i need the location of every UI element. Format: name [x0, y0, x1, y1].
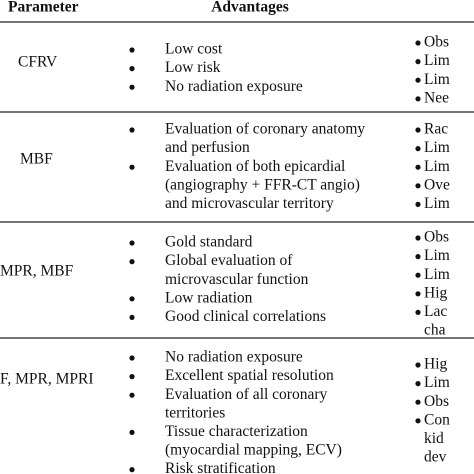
parameter-cell: CFRV — [18, 54, 58, 71]
bullet — [129, 429, 135, 435]
list-item-text: Lim — [424, 247, 450, 264]
list-item-text: Nee — [424, 89, 449, 106]
list-item-text: Low cost — [165, 41, 223, 58]
bullet — [415, 59, 421, 65]
header-cell: Advantages — [211, 0, 289, 16]
list-item-text: Lim — [424, 139, 450, 156]
bullet — [129, 127, 135, 133]
bullet — [129, 84, 135, 90]
bullet — [129, 467, 135, 473]
list-item-text: (myocardial mapping, ECV) — [165, 442, 342, 459]
bullet — [129, 314, 135, 320]
bullet — [415, 272, 421, 278]
list-item-text: Lim — [424, 71, 450, 88]
list-item-text: Obs — [424, 34, 449, 51]
list-item-text: Hig — [424, 284, 448, 301]
list-item-text: Lim — [424, 266, 450, 283]
bullet — [415, 164, 421, 170]
bullet — [129, 164, 135, 170]
list-item-text: Lim — [424, 195, 450, 212]
list-item-text: Lim — [424, 158, 450, 175]
bullet — [129, 47, 135, 53]
bullet — [415, 254, 421, 260]
bullet — [129, 240, 135, 246]
bullet — [415, 96, 421, 102]
bullet — [415, 362, 421, 368]
bullet — [415, 381, 421, 387]
bullet — [415, 201, 421, 207]
bullet — [415, 40, 421, 46]
list-item-text: Con — [424, 411, 450, 428]
list-item-text: kid — [424, 430, 444, 447]
list-item-text: No radiation exposure — [165, 349, 303, 366]
list-item-text: Tissue characterization — [165, 423, 308, 440]
list-item-text: Global evaluation of — [165, 252, 293, 269]
bullet — [415, 77, 421, 83]
list-item-text: and perfusion — [165, 139, 250, 156]
list-item-text: Risk stratification — [165, 460, 276, 474]
parameter-cell: F, MPR, MPRI — [0, 371, 94, 388]
bullet — [129, 392, 135, 398]
list-item-text: Low radiation — [165, 289, 253, 306]
list-item-text: Obs — [424, 229, 449, 246]
list-item-text: microvascular function — [165, 271, 309, 288]
list-item-text: Good clinical correlations — [165, 308, 326, 325]
list-item-text: (angiography + FFR-CT angio) — [165, 176, 360, 193]
bullet — [415, 399, 421, 405]
list-item-text: Lim — [424, 52, 450, 69]
bullet — [129, 296, 135, 302]
list-item-text: Obs — [424, 393, 449, 410]
list-item-text: No radiation exposure — [165, 78, 303, 95]
bullet — [129, 66, 135, 72]
list-item-text: Hig — [424, 356, 448, 373]
list-item-text: Evaluation of coronary anatomy — [165, 121, 365, 138]
bullet — [415, 183, 421, 189]
bullet — [415, 309, 421, 315]
parameter-cell: MBF — [20, 151, 53, 168]
bullet — [415, 418, 421, 424]
parameter-cell: MPR, MBF — [0, 263, 74, 280]
header-cell: Parameter — [8, 0, 79, 16]
list-item-text: territories — [165, 404, 225, 421]
bullet — [129, 259, 135, 265]
list-item-text: and microvascular territory — [165, 195, 334, 212]
bullet — [415, 146, 421, 152]
list-item-text: Lim — [424, 374, 450, 391]
list-item-text: Rac — [424, 121, 448, 138]
list-item-text: Evaluation of all coronary — [165, 386, 328, 403]
list-item-text: Excellent spatial resolution — [165, 367, 334, 384]
list-item-text: Ove — [424, 176, 450, 193]
list-item-text: Evaluation of both epicardial — [165, 158, 345, 175]
bullet — [415, 291, 421, 297]
bullet — [129, 355, 135, 361]
bullet — [129, 374, 135, 380]
list-item-text: Gold standard — [165, 234, 253, 251]
list-item-text: dev — [424, 449, 447, 466]
list-item-text: cha — [424, 322, 446, 339]
bullet — [415, 235, 421, 241]
bullet — [415, 127, 421, 133]
list-item-text: Low risk — [165, 59, 221, 76]
list-item-text: Lac — [424, 303, 447, 320]
